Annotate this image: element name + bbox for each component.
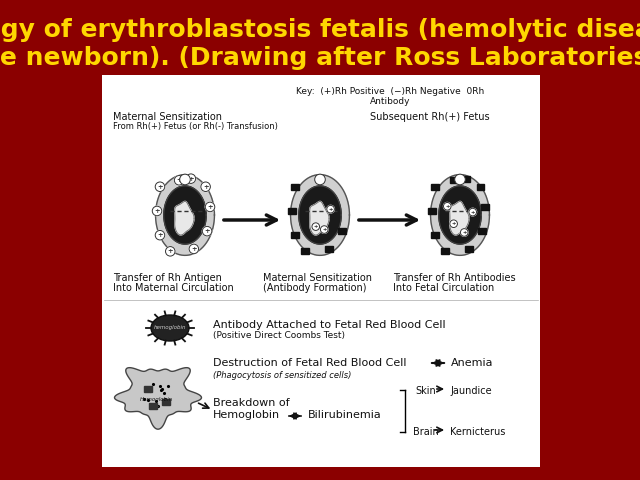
Text: hemoglobin: hemoglobin <box>154 325 186 331</box>
Text: +: + <box>322 227 326 232</box>
Text: Into Fetal Circulation: Into Fetal Circulation <box>393 283 494 293</box>
Text: Destruction of Fetal Red Blood Cell: Destruction of Fetal Red Blood Cell <box>213 358 406 368</box>
Circle shape <box>202 227 212 236</box>
Text: Hemoglobin: Hemoglobin <box>213 410 280 420</box>
Text: Key:  (+)Rh Positive  (−)Rh Negative  0Rh: Key: (+)Rh Positive (−)Rh Negative 0Rh <box>296 87 484 96</box>
Text: +: + <box>314 224 318 229</box>
Circle shape <box>327 205 335 213</box>
Text: +: + <box>328 207 333 212</box>
Circle shape <box>460 228 468 236</box>
Text: (Positive Direct Coombs Test): (Positive Direct Coombs Test) <box>213 331 345 340</box>
Bar <box>325 246 333 252</box>
Ellipse shape <box>151 315 189 341</box>
Text: Hemoglobin: Hemoglobin <box>140 396 173 401</box>
Bar <box>149 403 157 409</box>
Polygon shape <box>115 368 202 429</box>
Circle shape <box>205 202 215 212</box>
Text: Transfer of Rh Antigen: Transfer of Rh Antigen <box>113 273 222 283</box>
Circle shape <box>450 220 458 228</box>
Circle shape <box>152 206 162 216</box>
Text: Subsequent Rh(+) Fetus: Subsequent Rh(+) Fetus <box>370 112 490 122</box>
Bar <box>162 399 170 405</box>
Text: +: + <box>204 228 210 234</box>
Text: +: + <box>191 246 196 252</box>
Circle shape <box>174 176 184 185</box>
Circle shape <box>312 223 319 230</box>
Circle shape <box>186 174 196 183</box>
Polygon shape <box>175 202 194 235</box>
Bar <box>462 176 470 181</box>
Circle shape <box>321 226 328 233</box>
Text: +: + <box>168 248 173 254</box>
Bar <box>465 246 472 252</box>
Text: Bilirubinemia: Bilirubinemia <box>308 410 381 420</box>
Polygon shape <box>299 186 341 244</box>
Text: Skin: Skin <box>415 386 436 396</box>
Bar <box>291 184 299 190</box>
Bar <box>428 208 436 214</box>
Polygon shape <box>450 202 469 235</box>
Text: +: + <box>445 204 449 209</box>
Circle shape <box>156 230 164 240</box>
Polygon shape <box>291 175 349 255</box>
Text: −: − <box>182 175 188 184</box>
Text: +: + <box>153 404 159 410</box>
Bar <box>431 184 439 190</box>
Text: Etiology of erythroblastosis fetalis (hemolytic disease of: Etiology of erythroblastosis fetalis (he… <box>0 18 640 42</box>
Circle shape <box>201 182 211 192</box>
Text: +: + <box>188 176 194 181</box>
Bar <box>431 232 439 238</box>
Circle shape <box>166 247 175 256</box>
Circle shape <box>156 182 164 192</box>
Bar <box>288 208 296 214</box>
Text: Kernicterus: Kernicterus <box>450 427 506 437</box>
Text: Anemia: Anemia <box>451 358 493 368</box>
Text: (Antibody Formation): (Antibody Formation) <box>263 283 367 293</box>
Text: +: + <box>462 230 467 235</box>
Circle shape <box>189 244 198 253</box>
Text: Jaundice: Jaundice <box>450 386 492 396</box>
Text: −: − <box>317 175 323 184</box>
Bar <box>481 204 489 210</box>
Text: +: + <box>451 221 456 226</box>
Text: Antibody Attached to Fetal Red Blood Cell: Antibody Attached to Fetal Red Blood Cel… <box>213 320 445 330</box>
Text: From Rh(+) Fetus (or Rh(-) Transfusion): From Rh(+) Fetus (or Rh(-) Transfusion) <box>113 122 278 131</box>
Polygon shape <box>439 186 481 244</box>
Text: +: + <box>207 204 212 210</box>
Text: +: + <box>177 177 182 183</box>
Text: −: − <box>457 175 463 184</box>
Circle shape <box>444 203 451 210</box>
Bar <box>442 249 449 254</box>
Bar <box>339 228 346 234</box>
Text: the newborn). (Drawing after Ross Laboratories.): the newborn). (Drawing after Ross Labora… <box>0 46 640 70</box>
Text: +: + <box>203 184 209 190</box>
Bar <box>478 228 486 234</box>
Text: Into Maternal Circulation: Into Maternal Circulation <box>113 283 234 293</box>
Bar <box>451 178 458 183</box>
Polygon shape <box>164 186 206 244</box>
Polygon shape <box>310 202 329 235</box>
Text: (Phagocytosis of sensitized cells): (Phagocytosis of sensitized cells) <box>213 371 351 380</box>
Text: Maternal Sensitization: Maternal Sensitization <box>263 273 372 283</box>
Text: +: + <box>157 232 163 238</box>
Text: +: + <box>157 184 163 190</box>
Polygon shape <box>431 175 490 255</box>
Text: Transfer of Rh Antibodies: Transfer of Rh Antibodies <box>393 273 516 283</box>
Bar <box>102 75 540 467</box>
Polygon shape <box>156 175 214 255</box>
Text: Brain: Brain <box>413 427 439 437</box>
Text: Breakdown of: Breakdown of <box>213 398 290 408</box>
Bar <box>291 232 299 238</box>
Circle shape <box>469 208 477 216</box>
Bar <box>144 386 152 392</box>
Bar <box>477 184 484 190</box>
Bar <box>301 249 309 254</box>
Text: Maternal Sensitization: Maternal Sensitization <box>113 112 222 122</box>
Text: +: + <box>154 208 160 214</box>
Text: +: + <box>470 210 475 215</box>
Text: Antibody: Antibody <box>370 97 410 106</box>
